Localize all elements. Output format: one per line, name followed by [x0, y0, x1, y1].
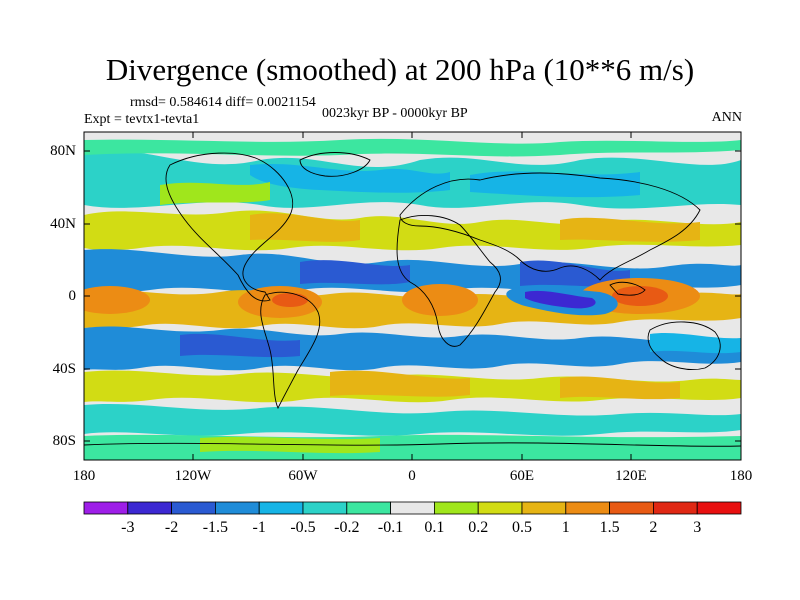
plot-title: Divergence (smoothed) at 200 hPa (10**6 …	[105, 52, 695, 87]
y-tick-label: 40S	[52, 361, 76, 377]
blob-east-pacific	[84, 286, 150, 314]
colorbar-box	[390, 501, 435, 515]
band-subtropic-south-blue	[84, 326, 741, 371]
coast-antarctica	[84, 442, 741, 447]
tick-marks	[84, 132, 741, 460]
colorbar-box	[521, 501, 567, 515]
patch-indian-core	[525, 290, 596, 309]
stats-label: rmsd= 0.584614 diff= 0.0021154	[130, 95, 316, 110]
colorbar-tick-label: 0.5	[512, 519, 532, 536]
divergence-field	[84, 138, 741, 460]
coast-australia	[647, 321, 721, 370]
y-tick-label: 80S	[52, 433, 76, 449]
colorbar-tick-label: -1.5	[202, 519, 229, 536]
coast-greenland	[299, 152, 371, 177]
patch-south-indian-orange	[560, 376, 680, 400]
x-tick-label: 60E	[509, 468, 535, 484]
colorbar-tick-label: -0.5	[290, 519, 316, 536]
y-tick-label: 80N	[50, 143, 76, 159]
patch-atlantic-orange	[250, 213, 360, 242]
blob-africa	[402, 284, 478, 316]
y-tick-label: 0	[68, 288, 77, 304]
colorbar-tick-label: 1.5	[599, 519, 620, 536]
colorbar-tick-label: -3	[121, 519, 135, 536]
colorbar-box	[433, 501, 479, 515]
blob-amazon-core	[272, 293, 308, 307]
colorbar-tick-label: 0.1	[424, 519, 445, 536]
colorbar-tick-label: -0.2	[334, 519, 360, 536]
period-label: 0023kyr BP - 0000kyr BP	[322, 106, 468, 121]
colorbar-box	[609, 501, 654, 515]
colorbar-box	[696, 501, 742, 515]
colorbar-tick-label: 2	[649, 519, 658, 536]
colorbar-box	[171, 501, 216, 515]
patch-siberia-blue	[470, 171, 640, 198]
coast-maritime-continent	[609, 281, 646, 296]
x-tick-label: 0	[408, 468, 416, 484]
x-tick-label: 120W	[174, 468, 212, 484]
colorbar-box	[258, 501, 304, 515]
colorbar-tick-label: -0.1	[377, 519, 404, 536]
experiment-label: Expt = tevtx1-tevta1	[84, 112, 200, 127]
coast-eurasia	[399, 172, 701, 281]
season-label: ANN	[711, 110, 742, 125]
colorbar-box	[127, 501, 173, 515]
colorbar-box	[214, 501, 260, 515]
x-tick-label: 180	[729, 468, 753, 484]
x-tick-label: 180	[72, 468, 96, 484]
colorbar-box	[477, 501, 523, 515]
blob-west-pacific-core	[612, 286, 668, 306]
patch-south-atlantic-orange	[330, 370, 470, 397]
colorbar-tick-label: -1	[252, 519, 266, 536]
colorbar-tick-label: 3	[693, 519, 702, 536]
coastlines	[84, 152, 741, 447]
colorbar-tick-label: -2	[164, 519, 179, 536]
patch-pacific-north-orange	[560, 217, 700, 242]
colorbar-box	[83, 501, 129, 515]
band-arctic-green	[84, 138, 741, 157]
colorbar-box	[653, 501, 698, 515]
patch-nam-green	[160, 182, 270, 205]
colorbar-box	[302, 501, 348, 515]
colorbar-box	[346, 501, 391, 515]
band-southern-ocean-cyan	[84, 403, 741, 436]
colorbar-tick-label: 1	[561, 519, 570, 536]
band-midlat-north-yellow	[84, 210, 741, 251]
patch-atlantic-deep-blue	[300, 260, 410, 285]
colorbar	[83, 501, 742, 515]
y-tick-label: 40N	[50, 216, 76, 232]
colorbar-box	[565, 501, 610, 515]
coast-africa	[396, 215, 501, 347]
colorbar-tick-label: 0.2	[468, 519, 489, 536]
patch-antarctic-yellowgreen	[200, 436, 380, 454]
x-tick-label: 120E	[615, 468, 647, 484]
x-tick-label: 60W	[288, 468, 318, 484]
coast-south-america	[260, 291, 321, 410]
coast-north-america	[165, 152, 294, 302]
patch-greenland-blue	[250, 163, 450, 193]
patch-southasia-deep-blue	[520, 260, 630, 287]
